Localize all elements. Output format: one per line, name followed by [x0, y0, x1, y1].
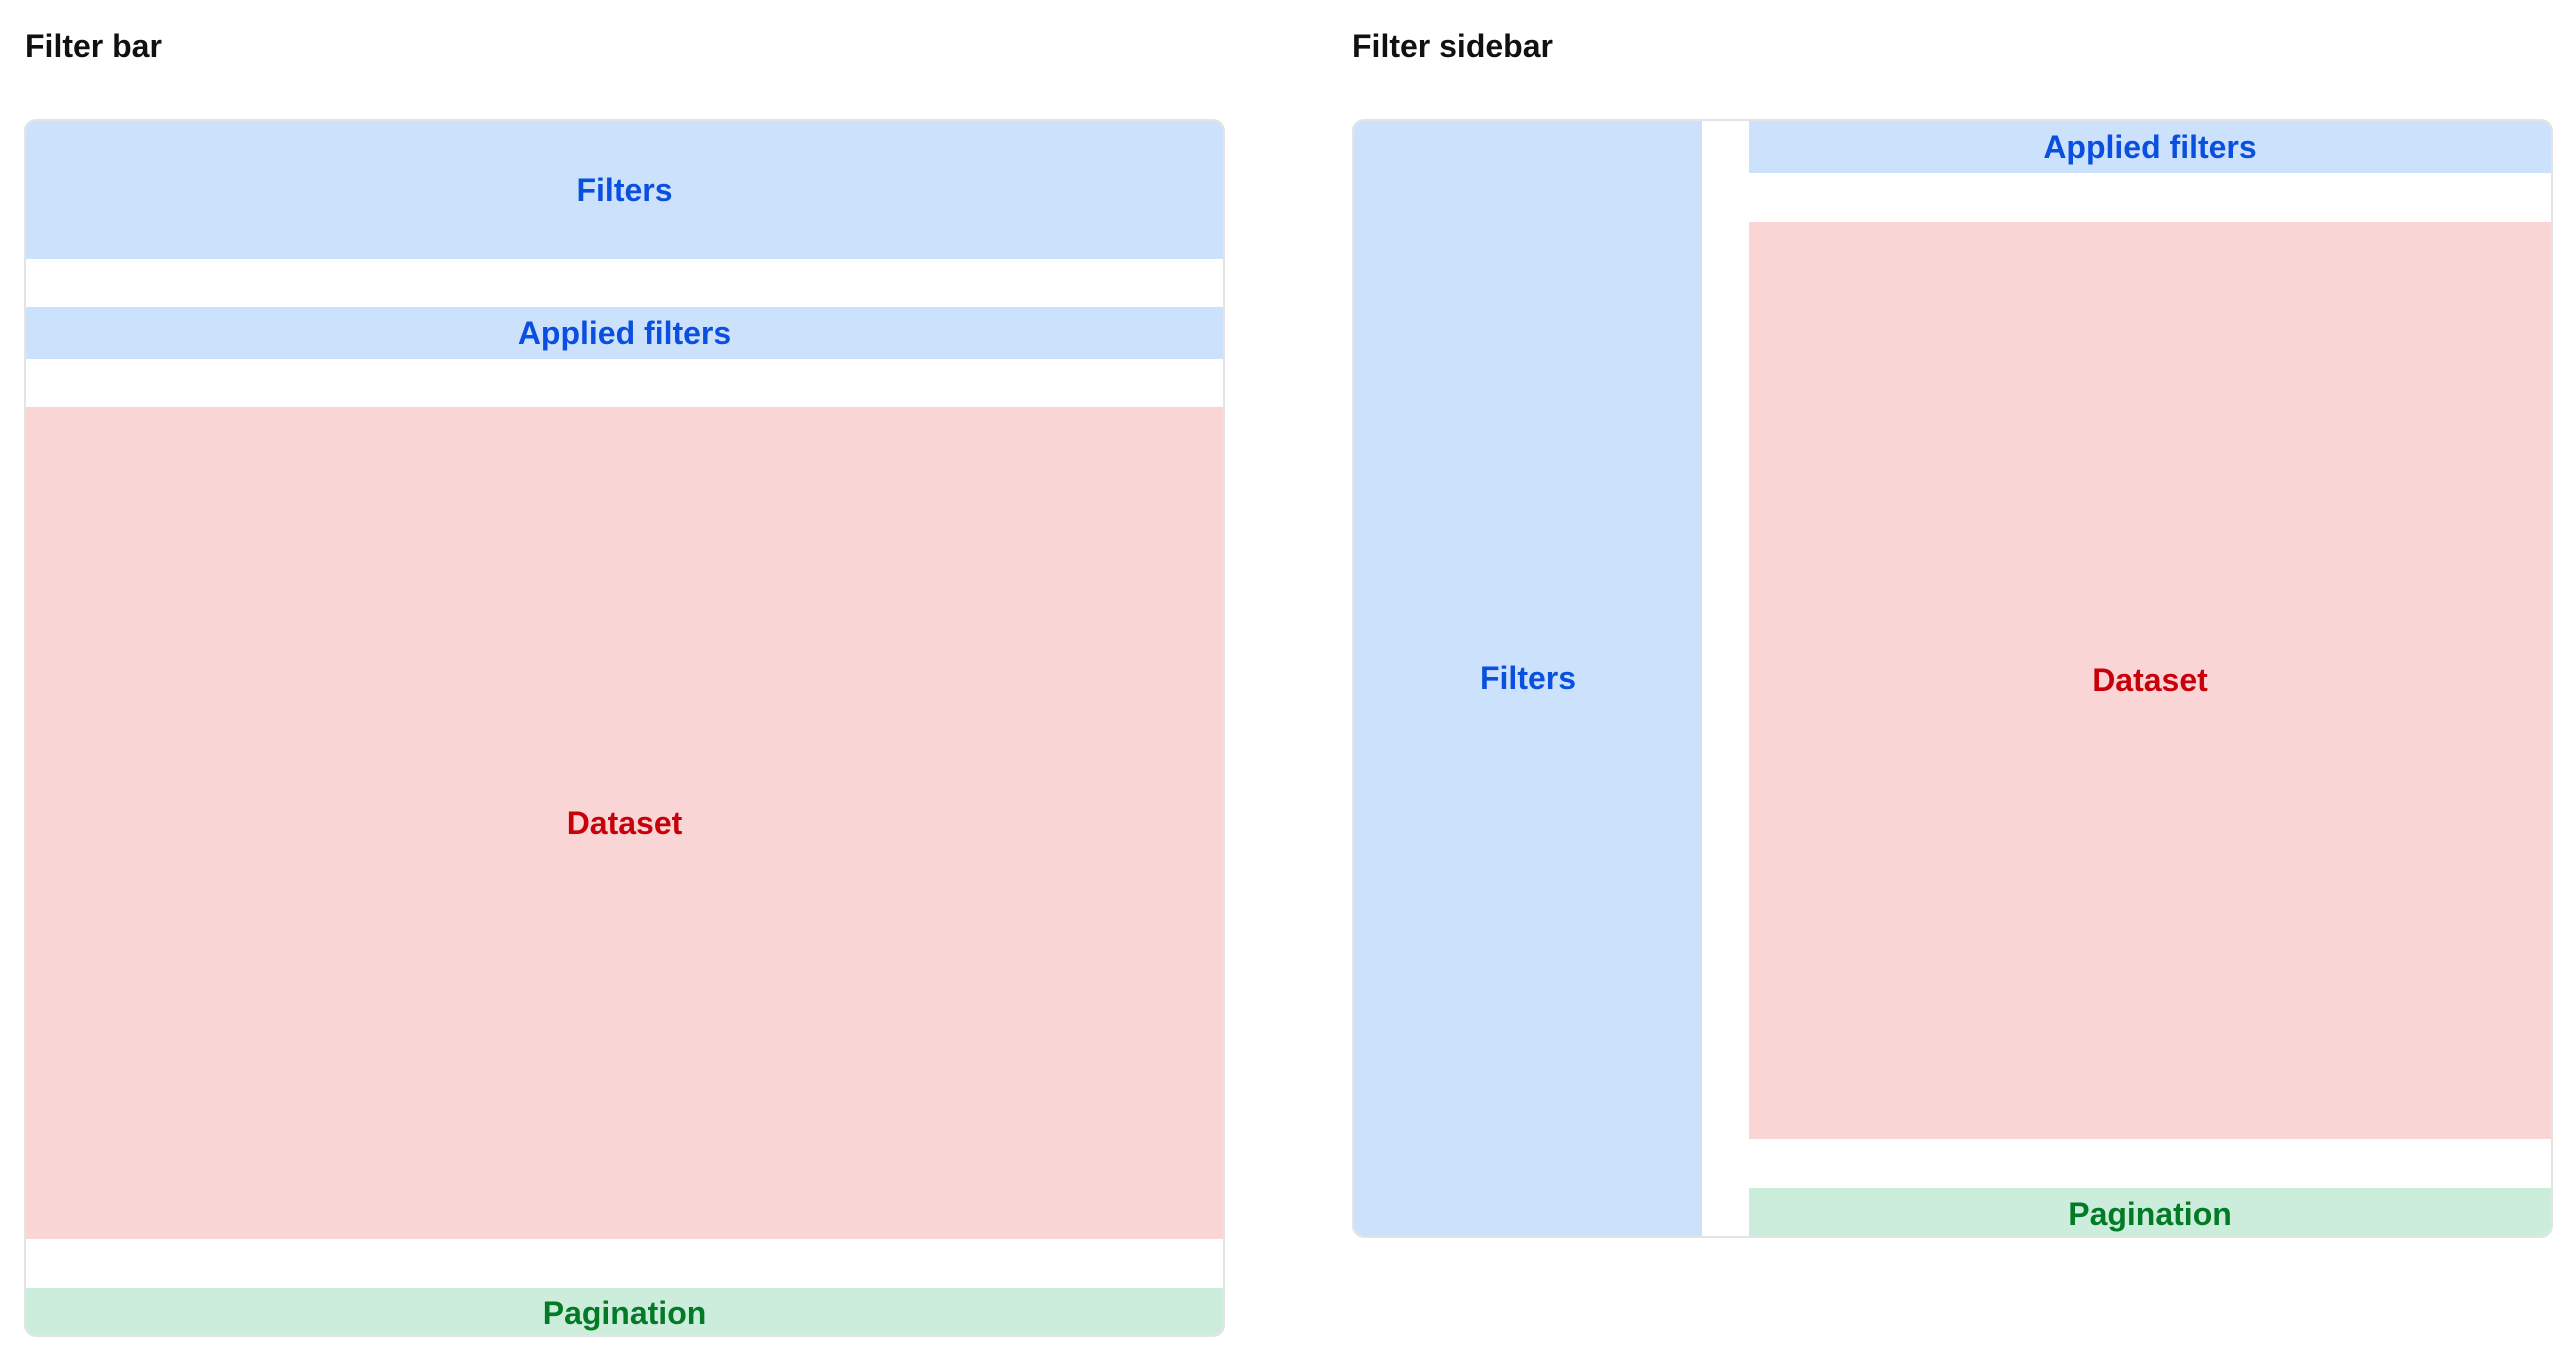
- filter-sidebar-pagination: Pagination: [1749, 1188, 2551, 1236]
- filter-bar-applied-filters: Applied filters: [26, 307, 1223, 359]
- filter-bar-pagination: Pagination: [26, 1288, 1223, 1335]
- pagination-label: Pagination: [542, 1295, 707, 1331]
- pagination-label: Pagination: [2068, 1195, 2232, 1232]
- filter-sidebar-title: Filter sidebar: [1352, 28, 1553, 64]
- filters-label: Filters: [1479, 660, 1577, 696]
- dataset-label: Dataset: [2092, 662, 2208, 698]
- filter-bar-title: Filter bar: [25, 28, 162, 64]
- filter-bar-layout: Filters Applied filters Dataset Paginati…: [24, 119, 1225, 1337]
- filter-bar-filters: Filters: [26, 121, 1223, 259]
- filter-sidebar-filters: Filters: [1354, 121, 1702, 1236]
- applied-filters-label: Applied filters: [2043, 128, 2257, 165]
- dataset-label: Dataset: [566, 804, 683, 841]
- filter-sidebar-dataset: Dataset: [1749, 222, 2551, 1139]
- filter-sidebar-applied-filters: Applied filters: [1749, 121, 2551, 173]
- applied-filters-label: Applied filters: [517, 314, 732, 351]
- filter-sidebar-layout: Filters Applied filters Dataset Paginati…: [1352, 119, 2553, 1238]
- filter-bar-dataset: Dataset: [26, 407, 1223, 1239]
- filters-label: Filters: [576, 171, 673, 208]
